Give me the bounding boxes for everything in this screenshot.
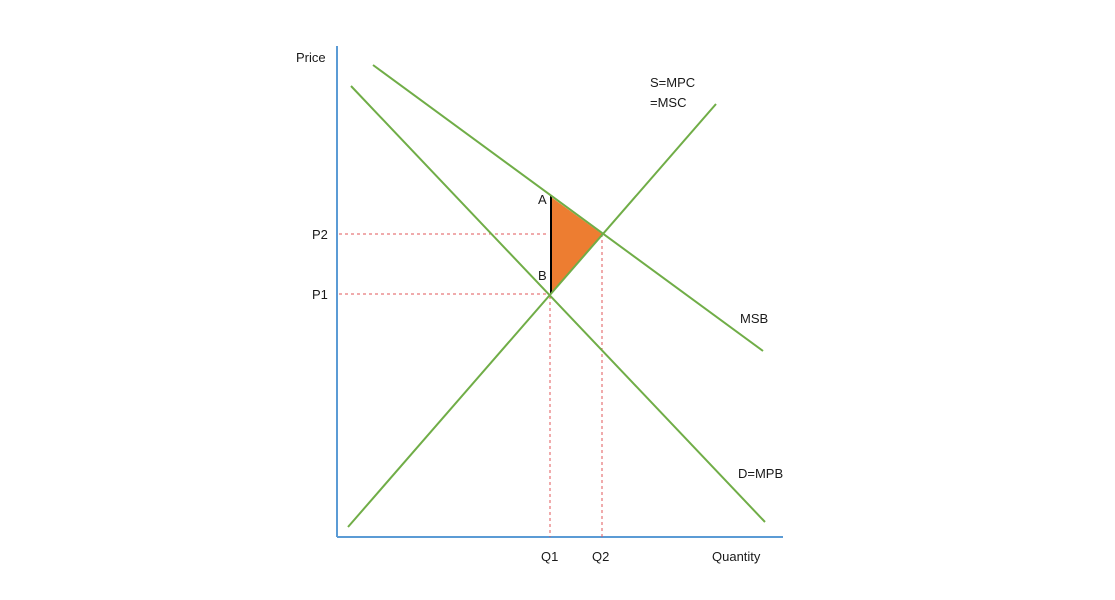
msb-label: MSB: [740, 311, 768, 326]
point-a-label: A: [538, 192, 547, 207]
q1-label: Q1: [541, 549, 558, 564]
point-b-label: B: [538, 268, 547, 283]
supply-curve: [347, 103, 717, 528]
q2-label: Q2: [592, 549, 609, 564]
msb-curve: [372, 64, 764, 352]
p1-label: P1: [312, 287, 328, 302]
demand-label: D=MPB: [738, 466, 783, 481]
demand-curve: [350, 85, 766, 523]
y-axis-label: Price: [296, 50, 326, 65]
welfare-gain-triangle: [551, 197, 602, 294]
p2-label: P2: [312, 227, 328, 242]
supply-label-line1: S=MPC: [650, 75, 695, 90]
x-axis-label: Quantity: [712, 549, 761, 564]
supply-label-line2: =MSC: [650, 95, 686, 110]
